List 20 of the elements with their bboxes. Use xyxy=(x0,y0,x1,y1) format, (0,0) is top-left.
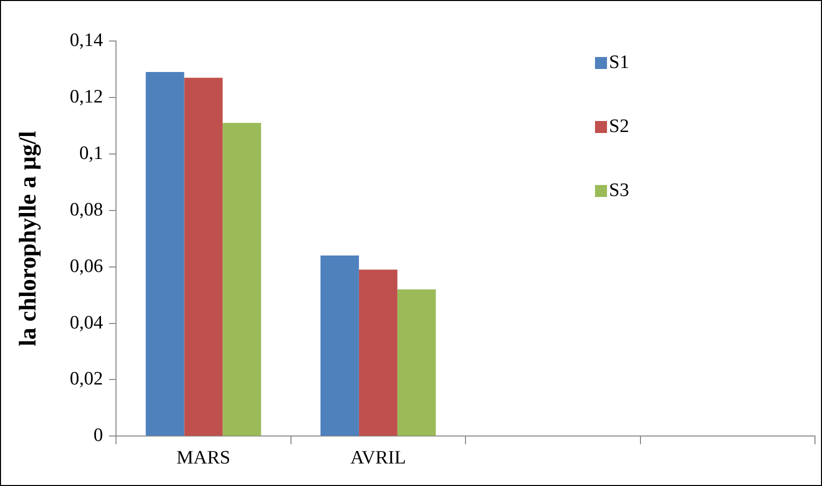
bar xyxy=(184,78,223,436)
bar xyxy=(320,256,359,436)
y-tick-label: 0,14 xyxy=(70,30,104,51)
x-tick-label: MARS xyxy=(176,448,230,469)
bar xyxy=(146,72,184,436)
legend-label: S1 xyxy=(609,52,630,73)
x-tick-label: AVRIL xyxy=(350,448,406,469)
y-axis-title: la chlorophylle a µg/l xyxy=(16,130,42,346)
y-tick-label: 0,04 xyxy=(70,312,104,334)
legend-label: S3 xyxy=(609,180,630,201)
y-tick-label: 0,08 xyxy=(70,199,104,220)
y-tick-label: 0,06 xyxy=(70,256,104,277)
y-tick-label: 0 xyxy=(94,425,104,446)
bar xyxy=(358,270,398,436)
bar xyxy=(397,289,436,436)
y-tick-label: 0,1 xyxy=(79,142,104,164)
legend-label: S2 xyxy=(609,116,630,137)
y-tick-label: 0,02 xyxy=(70,368,104,390)
y-tick-label: 0,12 xyxy=(70,86,104,108)
bar xyxy=(222,122,262,436)
